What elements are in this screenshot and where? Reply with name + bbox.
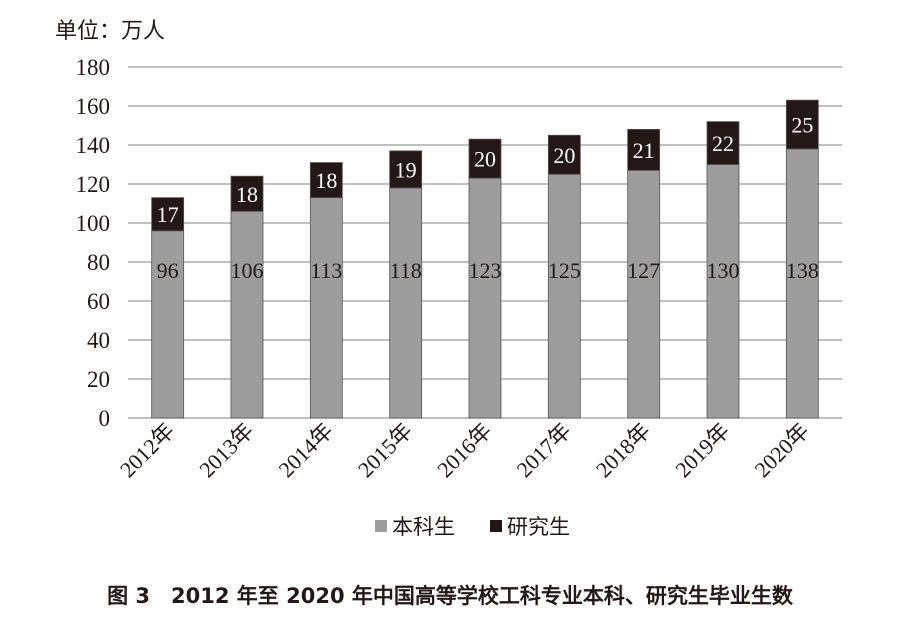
y-tick-label: 0 — [99, 406, 111, 431]
data-label: 17 — [157, 202, 179, 227]
bar-undergrad — [547, 173, 581, 419]
y-tick-label: 100 — [76, 211, 111, 236]
bar-undergrad — [230, 210, 264, 419]
bar-graduate — [706, 121, 740, 165]
bar-graduate — [547, 134, 581, 175]
x-tick-label: 2019年 — [670, 418, 734, 482]
data-label: 113 — [310, 258, 342, 283]
bar-graduate — [151, 197, 185, 232]
data-label: 96 — [157, 258, 179, 283]
bar-graduate — [230, 175, 264, 212]
y-tick-label: 20 — [87, 367, 110, 392]
y-tick-label: 120 — [76, 172, 111, 197]
data-label: 18 — [236, 182, 258, 207]
bar-graduate — [785, 99, 819, 150]
data-label: 118 — [390, 258, 422, 283]
bar-graduate — [468, 138, 502, 179]
legend-swatch — [375, 520, 387, 532]
legend-label: 本科生 — [392, 515, 455, 539]
x-tick-label: 2017年 — [512, 418, 576, 482]
bar-undergrad — [389, 187, 423, 419]
data-label: 130 — [707, 258, 740, 283]
data-label: 20 — [553, 143, 575, 168]
legend-swatch — [490, 520, 502, 532]
data-label: 123 — [469, 258, 502, 283]
x-tick-label: 2013年 — [194, 418, 258, 482]
data-label: 19 — [395, 157, 417, 182]
data-label: 138 — [786, 258, 819, 283]
data-label: 125 — [548, 258, 581, 283]
y-tick-label: 160 — [76, 94, 111, 119]
bar-undergrad — [627, 169, 661, 419]
unit-label: 单位：万人 — [55, 18, 165, 43]
figure-caption: 图 3 2012 年至 2020 年中国高等学校工科专业本科、研究生毕业生数 — [107, 584, 793, 608]
y-tick-label: 80 — [87, 250, 110, 275]
x-tick-label: 2020年 — [750, 418, 814, 482]
x-tick-label: 2015年 — [353, 418, 417, 482]
bar-undergrad — [309, 197, 343, 419]
data-label: 127 — [627, 258, 660, 283]
data-label: 22 — [712, 131, 734, 156]
bar-graduate — [627, 128, 661, 171]
bar-undergrad — [468, 177, 502, 419]
x-tick-label: 2014年 — [274, 418, 338, 482]
x-tick-label: 2016年 — [432, 418, 496, 482]
data-label: 25 — [791, 113, 813, 138]
bar-graduate — [309, 162, 343, 199]
x-tick-label: 2018年 — [591, 418, 655, 482]
bar-graduate — [389, 150, 423, 189]
x-tick-label: 2012年 — [115, 418, 179, 482]
y-tick-label: 180 — [76, 55, 111, 80]
bar-undergrad — [706, 164, 740, 419]
data-label: 21 — [633, 138, 655, 163]
y-tick-label: 60 — [87, 289, 110, 314]
y-tick-label: 40 — [87, 328, 110, 353]
data-label: 20 — [474, 147, 496, 172]
data-label: 106 — [231, 258, 264, 283]
bar-undergrad — [785, 148, 819, 419]
y-tick-label: 140 — [76, 133, 111, 158]
data-label: 18 — [315, 168, 337, 193]
legend-label: 研究生 — [507, 515, 570, 539]
stacked-bar-chart: 单位：万人 0 20 40 60 80 100 120 140 160 180 96 17 2012年 10… — [55, 18, 842, 539]
